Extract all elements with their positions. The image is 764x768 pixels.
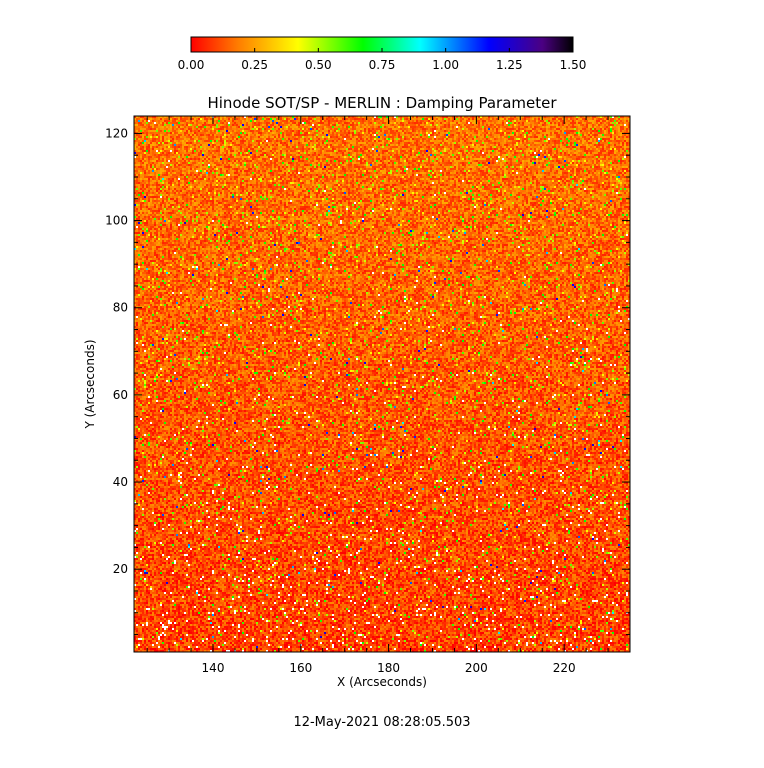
colorbar-tick-label: 1.25 — [496, 58, 523, 72]
colorbar-tick-label: 0.50 — [305, 58, 332, 72]
x-tick-label: 180 — [377, 661, 400, 675]
colorbar: 0.00 0.25 0.50 0.75 1.00 1.25 1.50 — [178, 36, 587, 72]
chart-title: Hinode SOT/SP - MERLIN : Damping Paramet… — [207, 94, 557, 112]
y-axis-label: Y (Arcseconds) — [83, 339, 97, 429]
colorbar-ticks: 0.00 0.25 0.50 0.75 1.00 1.25 1.50 — [178, 48, 587, 72]
colorbar-tick-label: 0.25 — [241, 58, 268, 72]
colorbar-tick-label: 0.75 — [369, 58, 396, 72]
y-tick-label: 100 — [105, 214, 128, 228]
y-tick-label: 120 — [105, 126, 128, 140]
x-tick-label: 160 — [289, 661, 312, 675]
y-tick-label: 60 — [113, 388, 128, 402]
x-tick-label: 200 — [465, 661, 488, 675]
y-tick-label: 40 — [113, 475, 128, 489]
y-tick-label: 20 — [113, 562, 128, 576]
heatmap-image — [134, 116, 630, 652]
timestamp: 12-May-2021 08:28:05.503 — [293, 715, 470, 730]
x-axis: 140 160 180 200 220 — [146, 116, 631, 675]
x-tick-label: 220 — [553, 661, 576, 675]
y-tick-label: 80 — [113, 301, 128, 315]
colorbar-tick-label: 0.00 — [178, 58, 205, 72]
x-axis-label: X (Arcseconds) — [337, 675, 427, 689]
heatmap-plot: 140 160 180 200 220 20 40 60 80 100 120 — [105, 115, 631, 675]
colorbar-tick-label: 1.00 — [432, 58, 459, 72]
plot-frame — [133, 115, 631, 653]
colorbar-tick-label: 1.50 — [560, 58, 587, 72]
x-tick-label: 140 — [202, 661, 225, 675]
y-axis: 20 40 60 80 100 120 — [105, 126, 630, 636]
